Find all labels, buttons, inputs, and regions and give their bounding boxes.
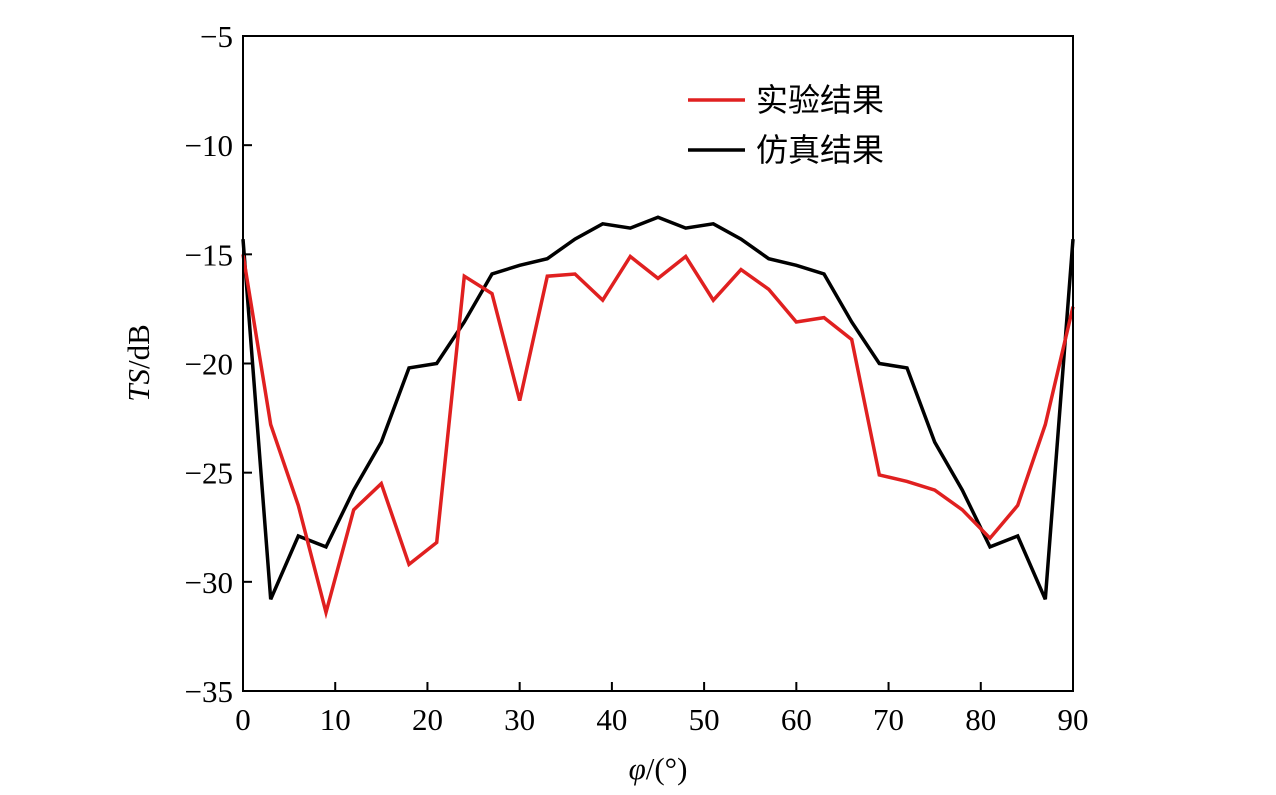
x-tick-label: 60 [781, 702, 812, 737]
y-tick-label: −20 [185, 347, 233, 382]
y-tick-label: −5 [200, 19, 233, 54]
plot-frame [242, 35, 1074, 692]
x-axis: 0 10 20 30 40 50 60 70 80 90 [235, 682, 1089, 737]
x-tick-label: 0 [235, 702, 251, 737]
y-axis-title: TS/dB [121, 324, 156, 402]
x-tick-label: 50 [689, 702, 720, 737]
x-tick-label: 40 [596, 702, 627, 737]
y-axis: −5 −10 −15 −20 −25 −30 −35 [185, 19, 252, 709]
y-tick-label: −35 [185, 674, 233, 709]
y-tick-label: −10 [185, 128, 233, 163]
series-line-experimental [241, 253, 1075, 620]
x-axis-variable: φ [629, 751, 646, 786]
legend-label-simulation: 仿真结果 [756, 131, 884, 169]
x-axis-title: φ/(°) [629, 751, 688, 786]
series-line-simulation [241, 215, 1075, 600]
legend-label-experimental: 实验结果 [756, 81, 884, 119]
x-tick-label: 30 [504, 702, 535, 737]
x-tick-label: 70 [873, 702, 904, 737]
y-axis-variable: TS [121, 369, 156, 402]
x-tick-label: 10 [320, 702, 351, 737]
y-tick-label: −30 [185, 565, 233, 600]
series-layer [241, 215, 1075, 620]
y-tick-label: −25 [185, 456, 233, 491]
x-tick-label: 90 [1058, 702, 1089, 737]
x-axis-unit: /(°) [646, 751, 688, 786]
y-axis-unit: /dB [121, 324, 156, 369]
x-tick-label: 80 [965, 702, 996, 737]
y-tick-label: −15 [185, 237, 233, 272]
legend: 实验结果 仿真结果 [688, 81, 884, 169]
x-tick-label: 20 [412, 702, 443, 737]
